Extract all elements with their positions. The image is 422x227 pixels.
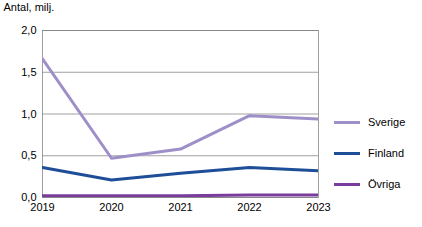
- svg-text:2023: 2023: [306, 201, 330, 213]
- html-text:Finland: Finland: [368, 147, 405, 159]
- html-text:Sverige: Sverige: [368, 116, 406, 128]
- svg-text:Antal, milj.: Antal, milj.: [4, 1, 55, 13]
- svg-text:2019: 2019: [30, 201, 54, 213]
- svg-text:2,0: 2,0: [21, 24, 36, 36]
- svg-text:1,0: 1,0: [21, 108, 36, 120]
- svg-text:2020: 2020: [99, 201, 123, 213]
- svg-text:1,5: 1,5: [21, 66, 36, 78]
- html-text:Övriga: Övriga: [368, 178, 401, 190]
- svg-text:2022: 2022: [237, 201, 261, 213]
- svg-text:0,0: 0,0: [21, 191, 37, 203]
- svg-text:2021: 2021: [168, 201, 192, 213]
- svg-text:0,5: 0,5: [21, 149, 36, 161]
